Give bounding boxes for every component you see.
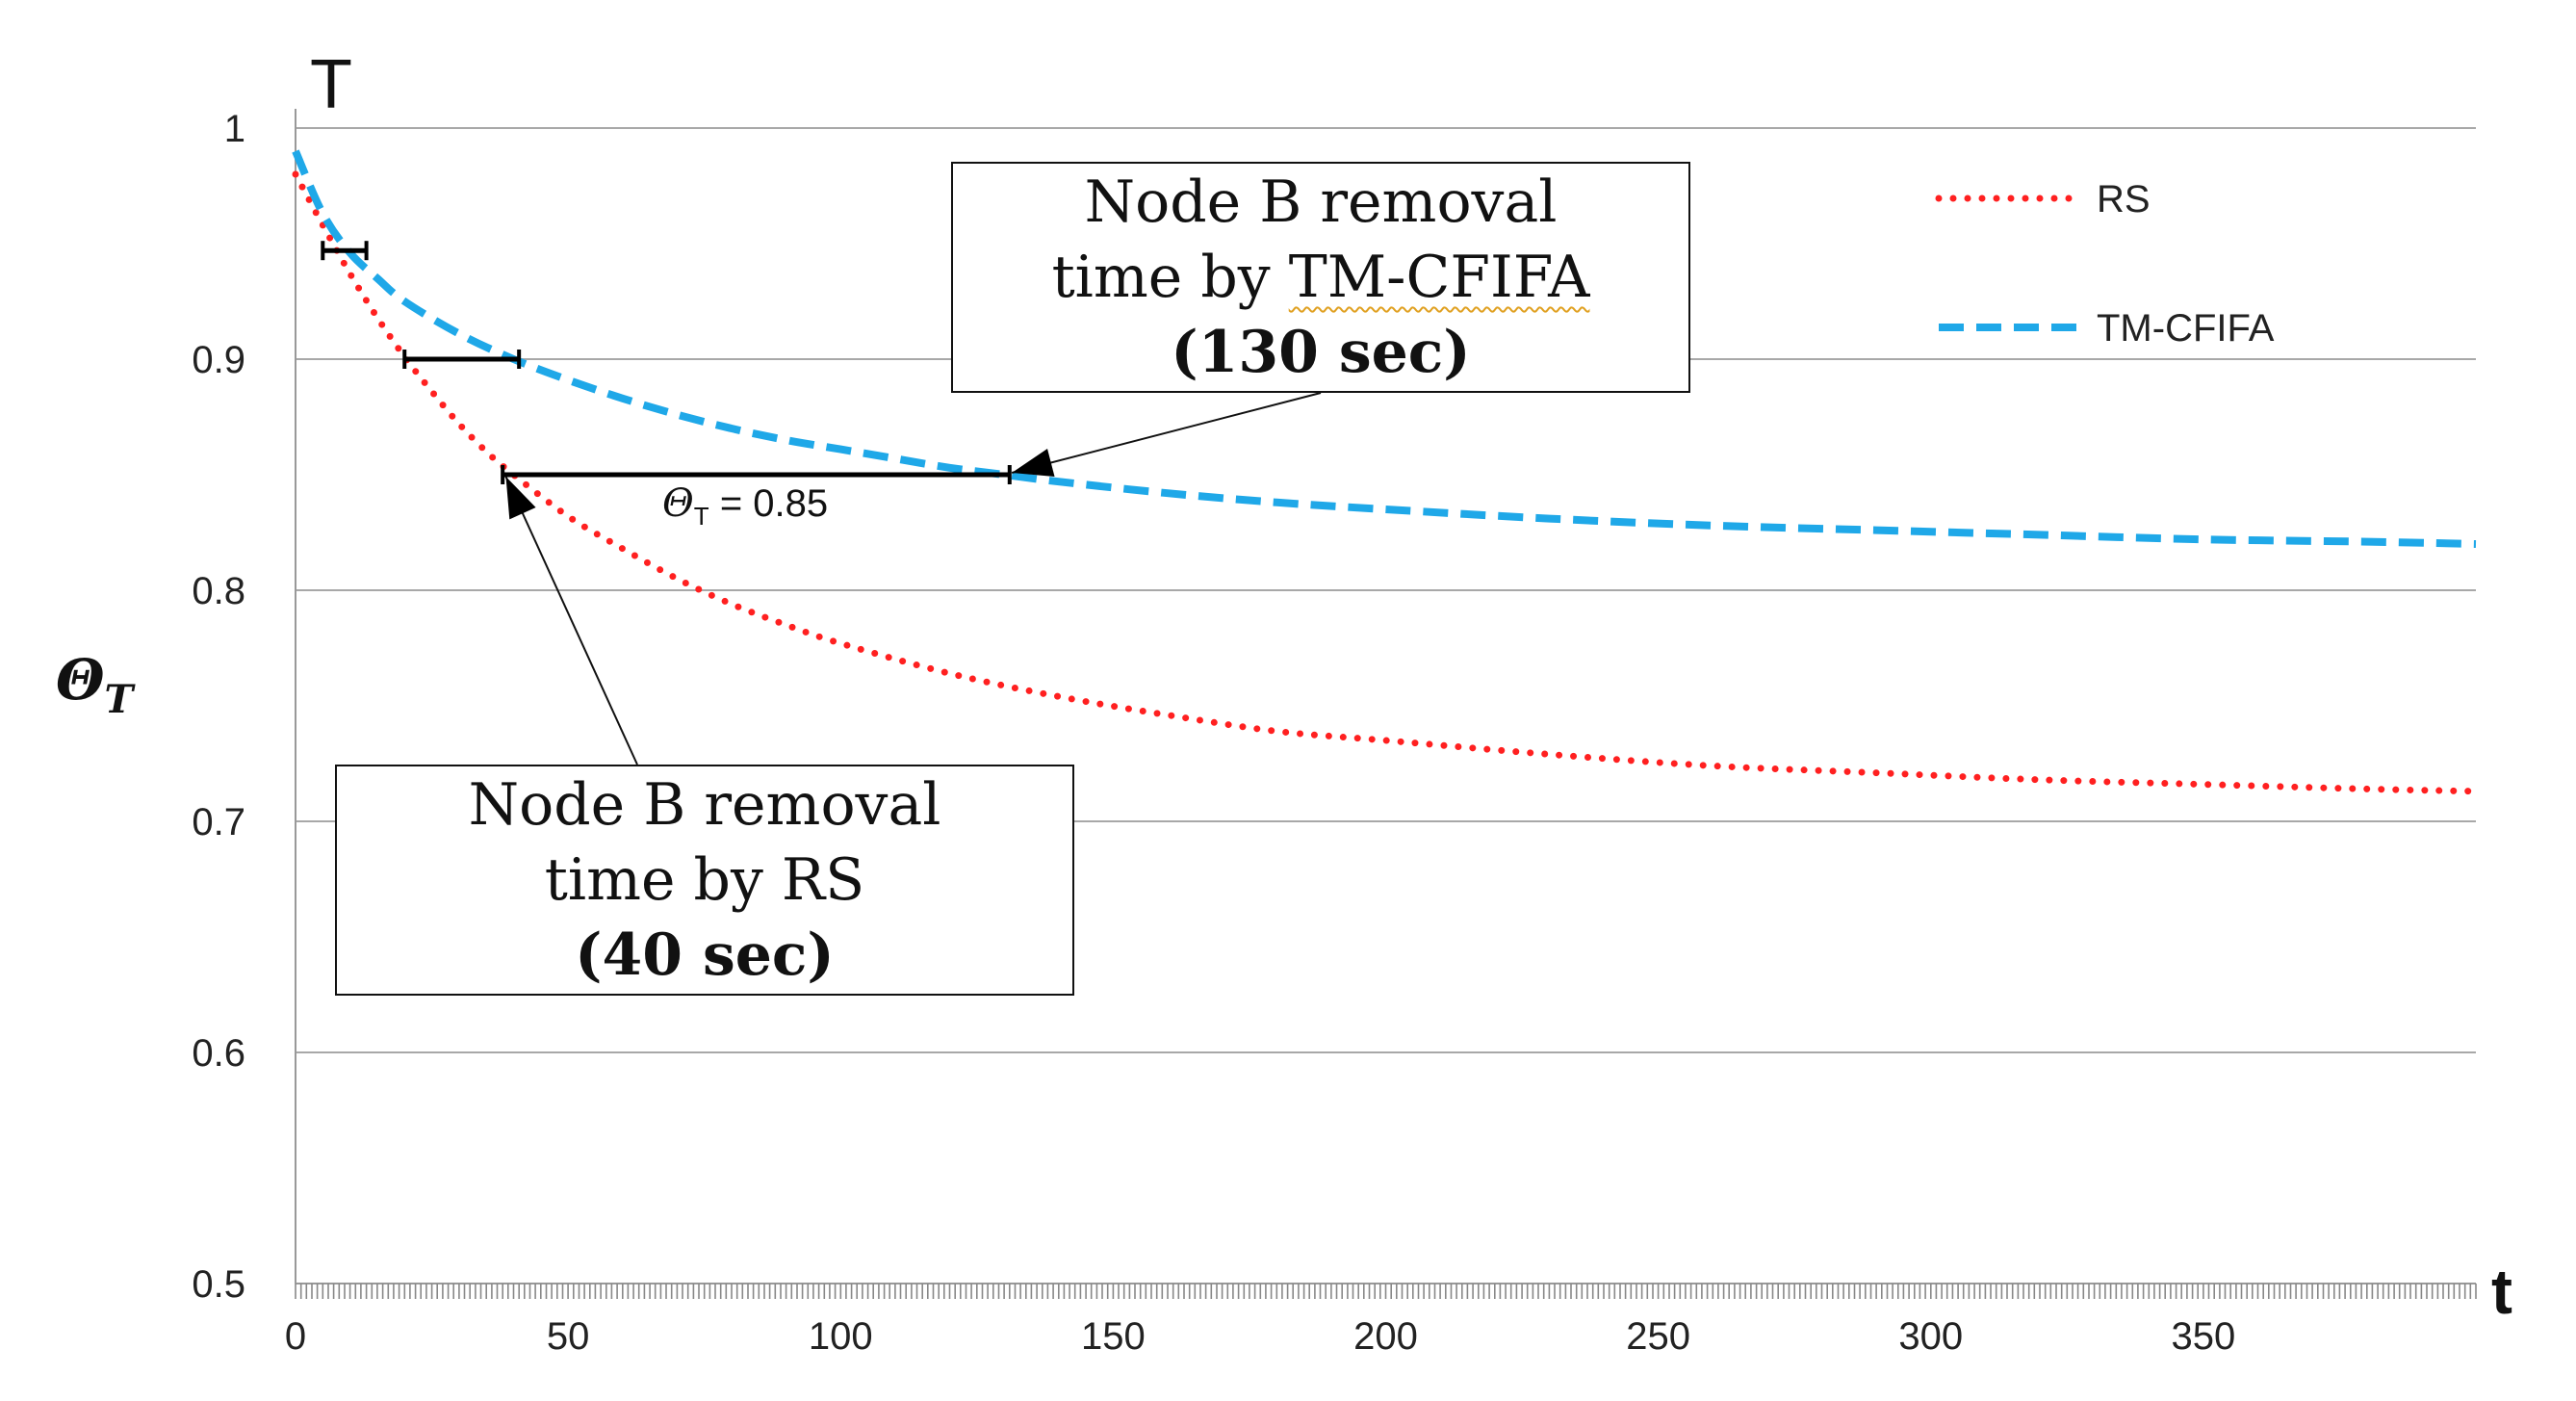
rs-annotation-box: Node B removal time by RS (40 sec): [335, 765, 1074, 996]
x-axis-minor-ticks: [295, 1284, 2477, 1299]
tm-cfifa-annotation-box: Node B removal time by TM-CFIFA (130 sec…: [951, 162, 1690, 393]
threshold-label: ΘT = 0.85: [662, 481, 828, 532]
tm-box-line1: Node B removal: [1084, 169, 1558, 236]
tm-box-line2-prefix: time by: [1051, 244, 1289, 311]
rs-box-line2: time by RS: [544, 846, 865, 914]
y-axis-label-subscript: T: [104, 677, 134, 722]
series-line-tm-cfifa: [292, 149, 2477, 548]
x-tick-label: 350: [2172, 1315, 2236, 1358]
series-lines: [292, 149, 2480, 795]
tm-arrow-shaft: [1011, 392, 1322, 474]
threshold-value-text: = 0.85: [719, 482, 829, 525]
x-tick-label: 150: [1081, 1315, 1146, 1358]
axis-top-label: T: [310, 46, 352, 123]
legend-label: RS: [2097, 178, 2151, 221]
rs-arrow-shaft: [504, 476, 638, 765]
gap-markers: [321, 241, 1012, 484]
y-tick-label: 0.8: [192, 570, 245, 612]
y-axis-label: ΘT: [56, 647, 133, 722]
rs-box-line3: (40 sec): [575, 921, 835, 989]
legend: RS TM-CFIFA: [1935, 178, 2275, 350]
x-tick-label: 250: [1626, 1315, 1690, 1358]
y-tick-label: 0.6: [192, 1032, 245, 1075]
rs-arrow-head: [505, 477, 536, 520]
x-tick-label: 200: [1353, 1315, 1418, 1358]
axes: [295, 109, 2477, 1299]
x-tick-label: 50: [547, 1315, 590, 1358]
x-tick-label: 100: [809, 1315, 873, 1358]
legend-label: TM-CFIFA: [2097, 307, 2275, 350]
tm-arrow-head: [1012, 448, 1055, 478]
rs-box-line1: Node B removal: [468, 771, 941, 839]
x-tick-labels: 0 50 100 150 200 250 300 350: [285, 1315, 2235, 1358]
tm-box-line2-term: TM-CFIFA: [1288, 244, 1590, 311]
series-line-rs: [292, 170, 2480, 795]
y-tick-label: 0.7: [192, 801, 245, 843]
threshold-subscript: T: [693, 502, 709, 531]
y-tick-label: 0.9: [192, 339, 245, 381]
y-tick-label: 0.5: [192, 1263, 245, 1306]
y-tick-label: 1: [224, 108, 245, 150]
y-axis-label-symbol: Θ: [56, 647, 105, 713]
x-tick-label: 0: [285, 1315, 306, 1358]
tm-box-line2: time by TM-CFIFA: [953, 240, 1688, 315]
y-tick-labels: 0.5 0.6 0.7 0.8 0.9 1: [192, 108, 245, 1306]
x-tick-label: 300: [1898, 1315, 1963, 1358]
tm-box-line3: (130 sec): [1171, 319, 1471, 386]
annotation-arrows: [504, 392, 1322, 765]
x-axis-label: t: [2491, 1256, 2512, 1327]
threshold-symbol: Θ: [662, 481, 694, 526]
